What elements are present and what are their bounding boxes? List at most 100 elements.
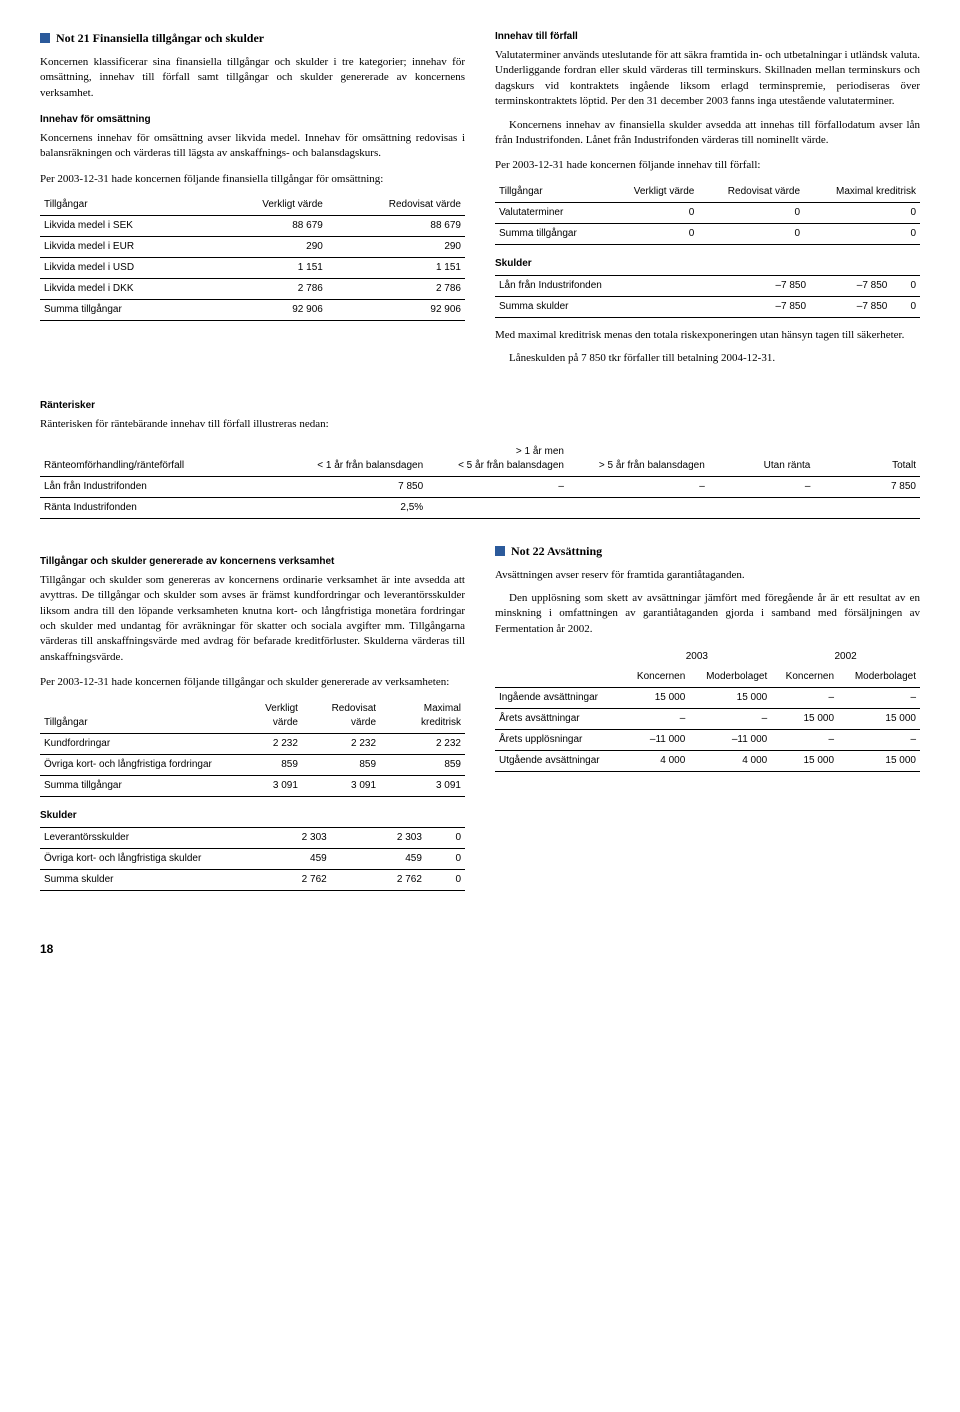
table-forfall-skulder: Lån från Industrifonden–7 850–7 8500 Sum… xyxy=(495,275,920,318)
td: –7 850 xyxy=(810,275,891,296)
td: 4 000 xyxy=(689,751,771,772)
td: 7 850 xyxy=(286,476,427,497)
td xyxy=(568,497,709,518)
td: –7 850 xyxy=(729,275,810,296)
not21-p7: Med maximal kreditrisk menas den totala … xyxy=(495,328,920,343)
not21-heading: Not 21 Finansiella tillgångar och skulde… xyxy=(40,30,465,47)
td: 859 xyxy=(380,754,465,775)
td: 459 xyxy=(331,848,426,869)
td: 15 000 xyxy=(838,709,920,730)
th: > 1 år men < 5 år från balansdagen xyxy=(427,442,568,477)
td: Likvida medel i SEK xyxy=(40,216,209,237)
td: 0 xyxy=(426,827,465,848)
td: Likvida medel i EUR xyxy=(40,237,209,258)
td: 0 xyxy=(426,869,465,890)
td: 2,5% xyxy=(286,497,427,518)
th: Moderbolaget xyxy=(689,667,771,688)
not21-p11: Per 2003-12-31 hade koncernen följande t… xyxy=(40,675,465,690)
td xyxy=(427,497,568,518)
th: Verkligt värde xyxy=(236,699,302,734)
not22-title: Not 22 Avsättning xyxy=(511,543,602,560)
td: 0 xyxy=(891,296,920,317)
th: Tillgångar xyxy=(495,182,608,203)
td: Övriga kort- och långfristiga skulder xyxy=(40,848,236,869)
th: Tillgångar xyxy=(40,195,209,216)
sub-innehav-omsattning: Innehav för omsättning xyxy=(40,113,465,127)
td: – xyxy=(568,476,709,497)
th: Maximal kreditrisk xyxy=(380,699,465,734)
table-verksamhet-skulder: Leverantörsskulder2 3032 3030 Övriga kor… xyxy=(40,827,465,891)
td: 290 xyxy=(209,237,327,258)
not21-p2: Koncernens innehav för omsättning avser … xyxy=(40,131,465,162)
td: 15 000 xyxy=(689,688,771,709)
td: Ränta Industrifonden xyxy=(40,497,286,518)
th xyxy=(495,647,623,667)
th: Redovisat värde xyxy=(698,182,804,203)
th-line: > 1 år men xyxy=(431,445,564,459)
td: Summa skulder xyxy=(40,869,236,890)
th: Koncernen xyxy=(771,667,838,688)
td: 88 679 xyxy=(209,216,327,237)
td: – xyxy=(838,688,920,709)
td: 3 091 xyxy=(380,775,465,796)
td: Summa tillgångar xyxy=(495,223,608,244)
td: 15 000 xyxy=(623,688,690,709)
not22-p2: Den upplösning som skett av avsättningar… xyxy=(495,591,920,637)
th: 2003 xyxy=(623,647,772,667)
td: – xyxy=(771,688,838,709)
th: Redovisat värde xyxy=(327,195,465,216)
td: 2 232 xyxy=(236,733,302,754)
table-verksamhet-tillgangar: Tillgångar Verkligt värde Redovisat värd… xyxy=(40,699,465,797)
td: Utgående avsättningar xyxy=(495,751,623,772)
th: Totalt xyxy=(814,442,920,477)
th xyxy=(495,667,623,688)
sub-skulder: Skulder xyxy=(495,257,920,271)
sub-innehav-forfall: Innehav till förfall xyxy=(495,30,920,44)
td: Leverantörsskulder xyxy=(40,827,236,848)
td: 92 906 xyxy=(327,300,465,321)
th-line: < 5 år från balansdagen xyxy=(431,459,564,473)
not21-p4: Valutaterminer används uteslutande för a… xyxy=(495,48,920,110)
td: Summa skulder xyxy=(495,296,729,317)
sub-verksamhet: Tillgångar och skulder genererade av kon… xyxy=(40,555,465,569)
td: 7 850 xyxy=(814,476,920,497)
td: – xyxy=(709,476,815,497)
table-omsattning: Tillgångar Verkligt värde Redovisat värd… xyxy=(40,195,465,321)
td: Årets upplösningar xyxy=(495,730,623,751)
td: 3 091 xyxy=(236,775,302,796)
td: 859 xyxy=(302,754,380,775)
td: 0 xyxy=(698,202,804,223)
td: –11 000 xyxy=(623,730,690,751)
td: – xyxy=(427,476,568,497)
td xyxy=(709,497,815,518)
th: < 1 år från balansdagen xyxy=(286,442,427,477)
not22-heading: Not 22 Avsättning xyxy=(495,543,920,560)
td: Ingående avsättningar xyxy=(495,688,623,709)
th: Utan ränta xyxy=(709,442,815,477)
td: 0 xyxy=(804,223,920,244)
td: 0 xyxy=(608,202,698,223)
td: 0 xyxy=(608,223,698,244)
td: 4 000 xyxy=(623,751,690,772)
th: Koncernen xyxy=(623,667,690,688)
td: 15 000 xyxy=(771,709,838,730)
td: – xyxy=(689,709,771,730)
th: Verkligt värde xyxy=(209,195,327,216)
th: Verkligt värde xyxy=(608,182,698,203)
sub-skulder2: Skulder xyxy=(40,809,465,823)
table-ranterisker: Ränteomförhandling/ränteförfall < 1 år f… xyxy=(40,442,920,519)
td: 15 000 xyxy=(838,751,920,772)
not21-p3: Per 2003-12-31 hade koncernen följande f… xyxy=(40,172,465,187)
td: – xyxy=(838,730,920,751)
table-forfall: Tillgångar Verkligt värde Redovisat värd… xyxy=(495,182,920,245)
td: 2 786 xyxy=(209,279,327,300)
td: –7 850 xyxy=(810,296,891,317)
not21-p5: Koncernens innehav av finansiella skulde… xyxy=(495,118,920,149)
sub-ranterisker: Ränterisker xyxy=(40,399,920,413)
td: –11 000 xyxy=(689,730,771,751)
td: 2 762 xyxy=(331,869,426,890)
td: 3 091 xyxy=(302,775,380,796)
td: 88 679 xyxy=(327,216,465,237)
td: 0 xyxy=(804,202,920,223)
td: 290 xyxy=(327,237,465,258)
